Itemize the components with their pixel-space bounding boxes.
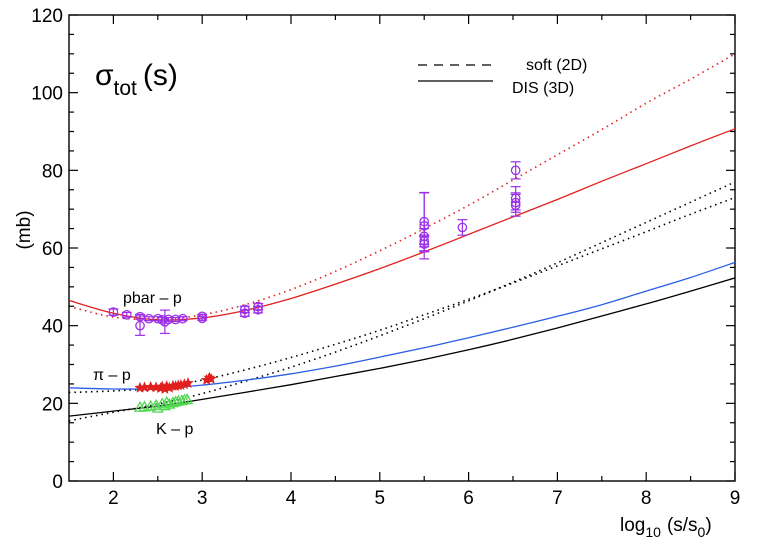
- data-point-circle: [239, 308, 250, 319]
- data-point-circle: [197, 313, 208, 324]
- data-point-circle: [457, 219, 468, 236]
- marker-circle: [197, 313, 208, 324]
- marker-triangle: [138, 400, 151, 412]
- data-point-circle: [121, 309, 132, 320]
- data-point-circle: [253, 304, 264, 315]
- series-line-0: [69, 53, 735, 321]
- marker-circle: [419, 239, 430, 249]
- marker-circle: [135, 320, 145, 331]
- x-tick-label: 7: [552, 488, 563, 509]
- x-tick-label: 6: [463, 488, 474, 509]
- y-tick-label: 60: [42, 239, 63, 260]
- series-line-3: [69, 181, 735, 422]
- y-tick-label: 0: [52, 472, 63, 493]
- y-axis-label: (mb): [14, 210, 35, 249]
- legend: soft (2D) DIS (3D): [418, 57, 587, 97]
- marker-circle: [121, 309, 132, 320]
- x-tick-label: 2: [108, 488, 119, 509]
- data-point-circle: [108, 307, 119, 317]
- marker-circle: [177, 313, 188, 324]
- marker-triangle: [160, 395, 173, 407]
- marker-circle: [239, 308, 250, 319]
- y-tick-label: 40: [42, 317, 63, 338]
- marker-circle: [157, 314, 168, 325]
- x-tick-label: 4: [286, 488, 297, 509]
- x-tick-label: 8: [641, 488, 652, 509]
- data-point-triangle: [160, 395, 173, 407]
- marker-circle: [510, 200, 521, 211]
- marker-triangle: [156, 397, 169, 409]
- marker-triangle: [180, 393, 194, 405]
- data-point-triangle: [180, 393, 194, 405]
- data-point-triangle: [138, 400, 151, 412]
- y-tick-label: 100: [31, 84, 63, 105]
- data-point-star: [182, 377, 194, 389]
- data-point-circle: [510, 161, 521, 180]
- x-tick-label: 3: [197, 488, 208, 509]
- annotation-pbar-p: pbar – p: [123, 290, 182, 307]
- marker-circle: [108, 307, 119, 317]
- legend-label-soft: soft (2D): [526, 57, 587, 74]
- marker-star: [205, 372, 217, 384]
- series-line-4: [69, 261, 735, 390]
- x-tick-label: 9: [730, 488, 741, 509]
- marker-star: [182, 377, 194, 389]
- data-point-triangle: [156, 397, 169, 409]
- x-axis-label: log10 (s/s0): [620, 515, 712, 540]
- data-point-circle: [177, 313, 188, 324]
- data-point-circle: [419, 235, 430, 253]
- marker-circle: [163, 314, 174, 325]
- y-tick-label: 120: [31, 6, 63, 27]
- annotation-k-p: K – p: [156, 421, 193, 438]
- data-point-circle: [510, 193, 521, 217]
- marker-circle: [253, 304, 263, 315]
- y-tick-label: 80: [42, 161, 63, 182]
- data-point-circle: [135, 315, 146, 336]
- marker-circle: [457, 222, 468, 233]
- chart-title: σtot (s): [95, 59, 178, 100]
- annotation-pi-p: π – p: [93, 367, 131, 384]
- y-tick-label: 20: [42, 394, 63, 415]
- marker-circle: [510, 165, 521, 176]
- marker-circle: [170, 314, 181, 325]
- x-tick-label: 5: [375, 488, 386, 509]
- data-point-star: [205, 372, 217, 384]
- legend-label-dis: DIS (3D): [512, 80, 574, 97]
